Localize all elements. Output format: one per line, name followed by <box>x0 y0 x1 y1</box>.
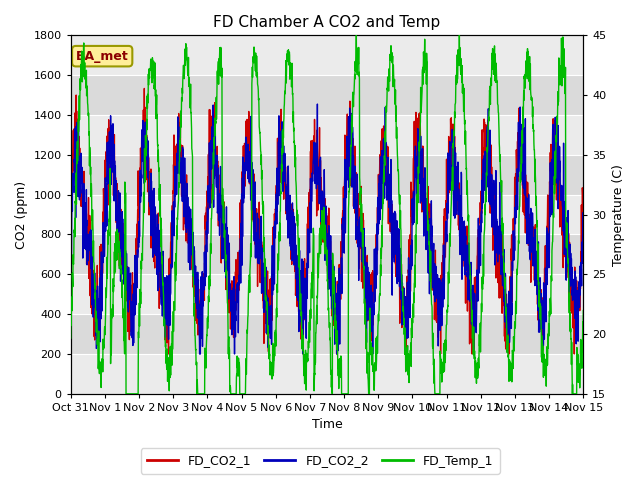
Bar <box>70 195 583 235</box>
Bar <box>70 36 583 75</box>
Bar <box>70 354 583 394</box>
Y-axis label: CO2 (ppm): CO2 (ppm) <box>15 180 28 249</box>
Bar <box>70 115 583 155</box>
Bar <box>70 314 583 354</box>
Bar <box>70 235 583 275</box>
Y-axis label: Temperature (C): Temperature (C) <box>612 164 625 265</box>
Bar <box>70 275 583 314</box>
Bar <box>70 155 583 195</box>
X-axis label: Time: Time <box>312 419 342 432</box>
Bar <box>70 75 583 115</box>
Title: FD Chamber A CO2 and Temp: FD Chamber A CO2 and Temp <box>213 15 440 30</box>
Legend: FD_CO2_1, FD_CO2_2, FD_Temp_1: FD_CO2_1, FD_CO2_2, FD_Temp_1 <box>141 448 499 474</box>
Text: BA_met: BA_met <box>76 49 129 63</box>
